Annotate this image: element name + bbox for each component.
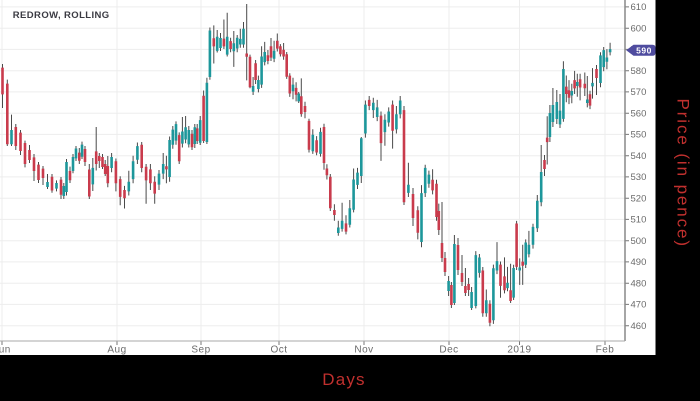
svg-text:490: 490 — [631, 257, 647, 268]
svg-text:460: 460 — [631, 321, 647, 332]
svg-text:580: 580 — [631, 66, 647, 77]
svg-text:470: 470 — [631, 300, 647, 311]
svg-text:2019: 2019 — [507, 345, 531, 356]
svg-text:REDROW, ROLLING: REDROW, ROLLING — [13, 10, 110, 21]
svg-text:Days: Days — [322, 370, 366, 389]
svg-text:530: 530 — [631, 172, 647, 183]
svg-text:590: 590 — [636, 45, 652, 55]
svg-text:520: 520 — [631, 193, 647, 204]
svg-text:510: 510 — [631, 215, 647, 226]
svg-text:540: 540 — [631, 151, 647, 162]
svg-text:Jun: Jun — [0, 345, 11, 356]
svg-text:Nov: Nov — [354, 345, 373, 356]
svg-text:610: 610 — [631, 2, 647, 13]
svg-text:Aug: Aug — [107, 345, 126, 356]
svg-text:Price (in pence): Price (in pence) — [674, 99, 693, 248]
svg-text:Oct: Oct — [270, 345, 287, 356]
svg-text:560: 560 — [631, 108, 647, 119]
svg-text:480: 480 — [631, 278, 647, 289]
svg-text:570: 570 — [631, 87, 647, 98]
svg-text:Sep: Sep — [191, 345, 210, 356]
svg-text:550: 550 — [631, 130, 647, 141]
svg-text:Feb: Feb — [596, 345, 615, 356]
svg-text:Dec: Dec — [439, 345, 458, 356]
svg-text:600: 600 — [631, 23, 647, 34]
svg-text:500: 500 — [631, 236, 647, 247]
